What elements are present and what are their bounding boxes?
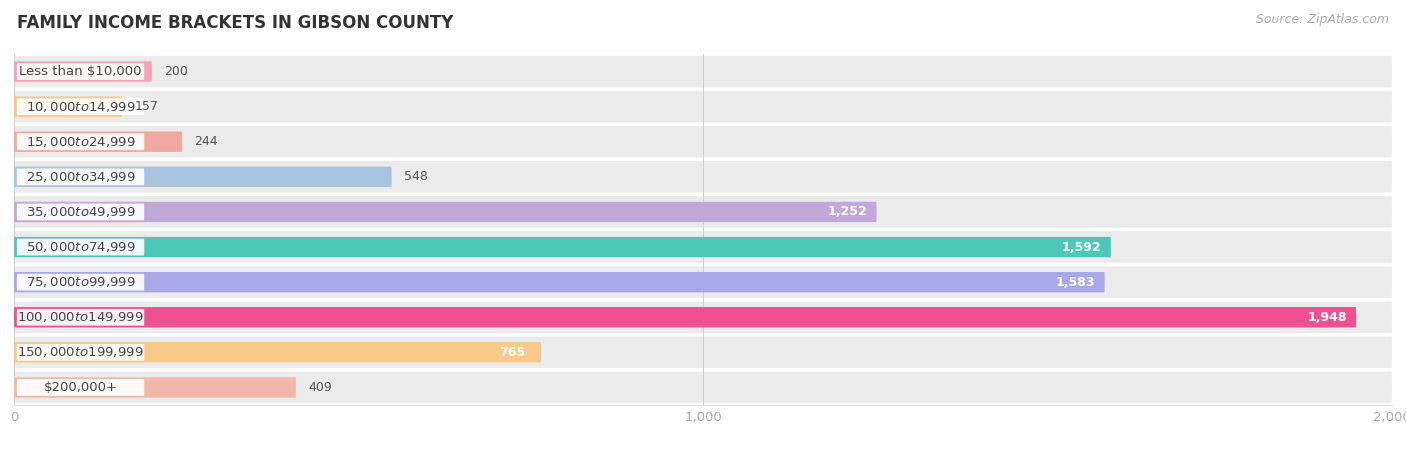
FancyBboxPatch shape: [14, 161, 1392, 193]
FancyBboxPatch shape: [1056, 239, 1108, 255]
Text: 765: 765: [499, 346, 524, 359]
Text: FAMILY INCOME BRACKETS IN GIBSON COUNTY: FAMILY INCOME BRACKETS IN GIBSON COUNTY: [17, 14, 453, 32]
Text: 1,592: 1,592: [1062, 241, 1101, 253]
FancyBboxPatch shape: [14, 96, 122, 117]
FancyBboxPatch shape: [14, 272, 1105, 292]
Text: 1,948: 1,948: [1308, 311, 1347, 324]
Text: $100,000 to $149,999: $100,000 to $149,999: [17, 310, 143, 324]
Text: 548: 548: [404, 171, 427, 183]
FancyBboxPatch shape: [14, 377, 295, 398]
FancyBboxPatch shape: [1049, 274, 1101, 290]
Text: $15,000 to $24,999: $15,000 to $24,999: [25, 135, 135, 149]
FancyBboxPatch shape: [14, 202, 876, 222]
Text: Less than $10,000: Less than $10,000: [20, 65, 142, 78]
Text: $150,000 to $199,999: $150,000 to $199,999: [17, 345, 143, 360]
FancyBboxPatch shape: [14, 266, 1392, 298]
FancyBboxPatch shape: [14, 56, 1392, 87]
FancyBboxPatch shape: [14, 237, 1111, 257]
FancyBboxPatch shape: [1301, 310, 1353, 325]
FancyBboxPatch shape: [17, 309, 145, 326]
Text: 244: 244: [194, 135, 218, 148]
FancyBboxPatch shape: [14, 126, 1392, 158]
FancyBboxPatch shape: [14, 61, 152, 82]
Text: Source: ZipAtlas.com: Source: ZipAtlas.com: [1256, 14, 1389, 27]
FancyBboxPatch shape: [14, 337, 1392, 368]
FancyBboxPatch shape: [17, 98, 145, 115]
FancyBboxPatch shape: [17, 168, 145, 185]
FancyBboxPatch shape: [14, 131, 183, 152]
Text: 1,252: 1,252: [828, 206, 868, 218]
Text: $50,000 to $74,999: $50,000 to $74,999: [25, 240, 135, 254]
FancyBboxPatch shape: [14, 342, 541, 363]
Text: $35,000 to $49,999: $35,000 to $49,999: [25, 205, 135, 219]
FancyBboxPatch shape: [17, 344, 145, 361]
FancyBboxPatch shape: [17, 203, 145, 220]
FancyBboxPatch shape: [821, 204, 873, 220]
FancyBboxPatch shape: [17, 238, 145, 256]
FancyBboxPatch shape: [17, 63, 145, 80]
FancyBboxPatch shape: [14, 307, 1357, 328]
Text: $200,000+: $200,000+: [44, 381, 118, 394]
FancyBboxPatch shape: [14, 91, 1392, 122]
FancyBboxPatch shape: [17, 274, 145, 291]
Text: 409: 409: [308, 381, 332, 394]
Text: 157: 157: [135, 100, 159, 113]
Text: 200: 200: [165, 65, 188, 78]
Text: 1,583: 1,583: [1056, 276, 1095, 288]
FancyBboxPatch shape: [14, 166, 392, 187]
Text: $25,000 to $34,999: $25,000 to $34,999: [25, 170, 135, 184]
Text: $10,000 to $14,999: $10,000 to $14,999: [25, 99, 135, 114]
FancyBboxPatch shape: [14, 231, 1392, 263]
FancyBboxPatch shape: [14, 196, 1392, 228]
FancyBboxPatch shape: [14, 302, 1392, 333]
FancyBboxPatch shape: [17, 379, 145, 396]
Text: $75,000 to $99,999: $75,000 to $99,999: [25, 275, 135, 289]
FancyBboxPatch shape: [17, 133, 145, 150]
FancyBboxPatch shape: [486, 345, 537, 360]
FancyBboxPatch shape: [14, 372, 1392, 403]
